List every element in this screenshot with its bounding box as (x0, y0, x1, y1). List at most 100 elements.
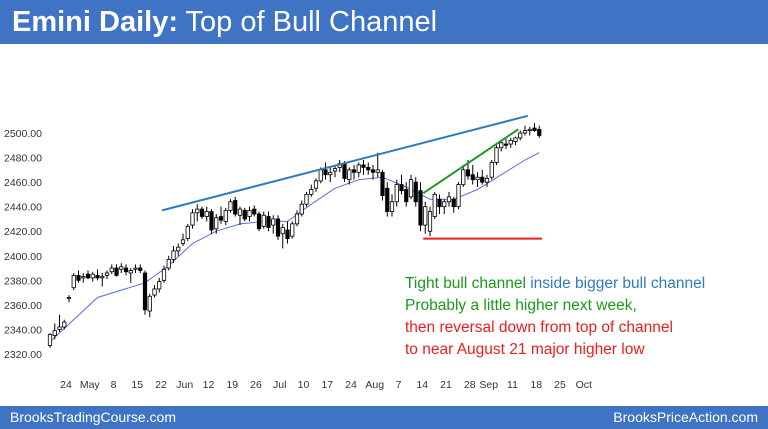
candle-body (290, 223, 295, 237)
candle-body (351, 169, 357, 173)
candle-body (451, 198, 456, 208)
x-tick-label: Jul (273, 379, 286, 391)
candle-body (157, 281, 162, 290)
x-tick-label: 19 (226, 379, 238, 391)
annotation-line-3: then reversal down from top of channel (405, 319, 673, 336)
y-tick-label: 2460.00 (4, 177, 42, 189)
annotation-big-channel: inside bigger bull channel (530, 275, 706, 292)
candle-body (237, 208, 243, 216)
y-tick-label: 2420.00 (4, 226, 42, 238)
candle-body (385, 187, 390, 212)
candle-body (161, 268, 167, 281)
y-tick-label: 2440.00 (4, 202, 42, 214)
candle-body (171, 250, 176, 260)
candle-body (432, 193, 437, 217)
candle-body (123, 267, 129, 273)
x-tick-label: Sep (479, 379, 498, 391)
ema-line (49, 152, 540, 343)
annotation-line-2: Probably a little higher next week, (405, 297, 637, 314)
candle-body (147, 295, 152, 312)
candle-body (90, 273, 95, 279)
candle-body (470, 174, 475, 181)
candle-body (413, 181, 418, 203)
candle-body (185, 225, 190, 239)
candle-body (484, 178, 490, 183)
candle-body (166, 259, 171, 269)
candle-body (285, 229, 290, 239)
y-tick-label: 2500.00 (4, 128, 42, 140)
candle-body (114, 267, 119, 276)
candle-body (499, 142, 504, 149)
candle-body (475, 176, 480, 181)
annotation-line-4: to near August 21 major higher low (405, 341, 645, 358)
candle-body (266, 216, 271, 228)
candle-body (480, 176, 485, 183)
candle-body (100, 276, 105, 279)
candle-body (128, 270, 133, 274)
y-tick-label: 2380.00 (4, 275, 42, 287)
x-tick-label: Aug (365, 379, 384, 391)
candle-body (280, 227, 285, 235)
candle-body (119, 266, 124, 270)
candle-body (71, 275, 76, 289)
candle-body (508, 139, 513, 145)
footer-left-site: BrooksTradingCourse.com (10, 409, 176, 425)
candle-body (223, 209, 228, 222)
footer-bar: BrooksTradingCourse.com BrooksPriceActio… (0, 406, 768, 429)
candle-body (313, 180, 319, 189)
candle-body (309, 189, 314, 195)
candle-body (370, 169, 376, 173)
tight-channel-line (422, 128, 519, 194)
candle-body (204, 211, 209, 217)
candle-body (95, 275, 100, 279)
candle-body (522, 130, 528, 134)
candle-body (513, 137, 518, 142)
x-tick-label: 10 (298, 379, 310, 391)
candle-body (81, 276, 86, 279)
candle-body (318, 169, 323, 182)
candle-body (332, 168, 338, 172)
candle-body (218, 216, 224, 221)
title-rest: Top of Bull Channel (185, 6, 438, 38)
x-tick-label: Oct (576, 379, 592, 391)
candle-body (62, 321, 67, 328)
candle-body (423, 206, 428, 226)
candle-body (252, 208, 257, 215)
candle-body (214, 217, 219, 230)
x-tick-label: 12 (203, 379, 215, 391)
x-tick-label: 28 (464, 379, 476, 391)
candle-body (389, 201, 395, 212)
candle-body (537, 128, 542, 136)
candle-body (489, 162, 494, 178)
candle-body (442, 201, 447, 208)
x-tick-label: 8 (111, 379, 117, 391)
candle-body (57, 326, 62, 330)
candle-body (294, 213, 300, 225)
candle-body (366, 166, 371, 171)
x-tick-label: 25 (554, 379, 566, 391)
candle-body (304, 193, 309, 205)
candle-body (109, 267, 114, 273)
candle-body (76, 275, 81, 281)
annotation-tight-channel: Tight bull channel (405, 275, 526, 292)
candle-body (209, 211, 214, 231)
candle-body (461, 169, 466, 185)
candle-body (133, 267, 138, 270)
candle-body (437, 198, 442, 208)
x-tick-label: 22 (155, 379, 167, 391)
y-tick-label: 2340.00 (4, 324, 42, 336)
candle-body (190, 212, 195, 226)
candle-body (347, 169, 352, 181)
candle-body (408, 179, 414, 198)
candle-body (142, 272, 148, 311)
x-tick-label: 14 (416, 379, 428, 391)
x-tick-label: 26 (250, 379, 262, 391)
candle-body (199, 208, 205, 217)
chart-title: Emini Daily: Top of Bull Channel (12, 4, 437, 40)
candle-body (361, 164, 366, 168)
x-tick-label: 18 (530, 379, 542, 391)
candle-body (180, 239, 186, 244)
x-tick-label: May (80, 379, 101, 391)
x-tick-label: Jun (176, 379, 193, 391)
candle-body (446, 196, 452, 203)
